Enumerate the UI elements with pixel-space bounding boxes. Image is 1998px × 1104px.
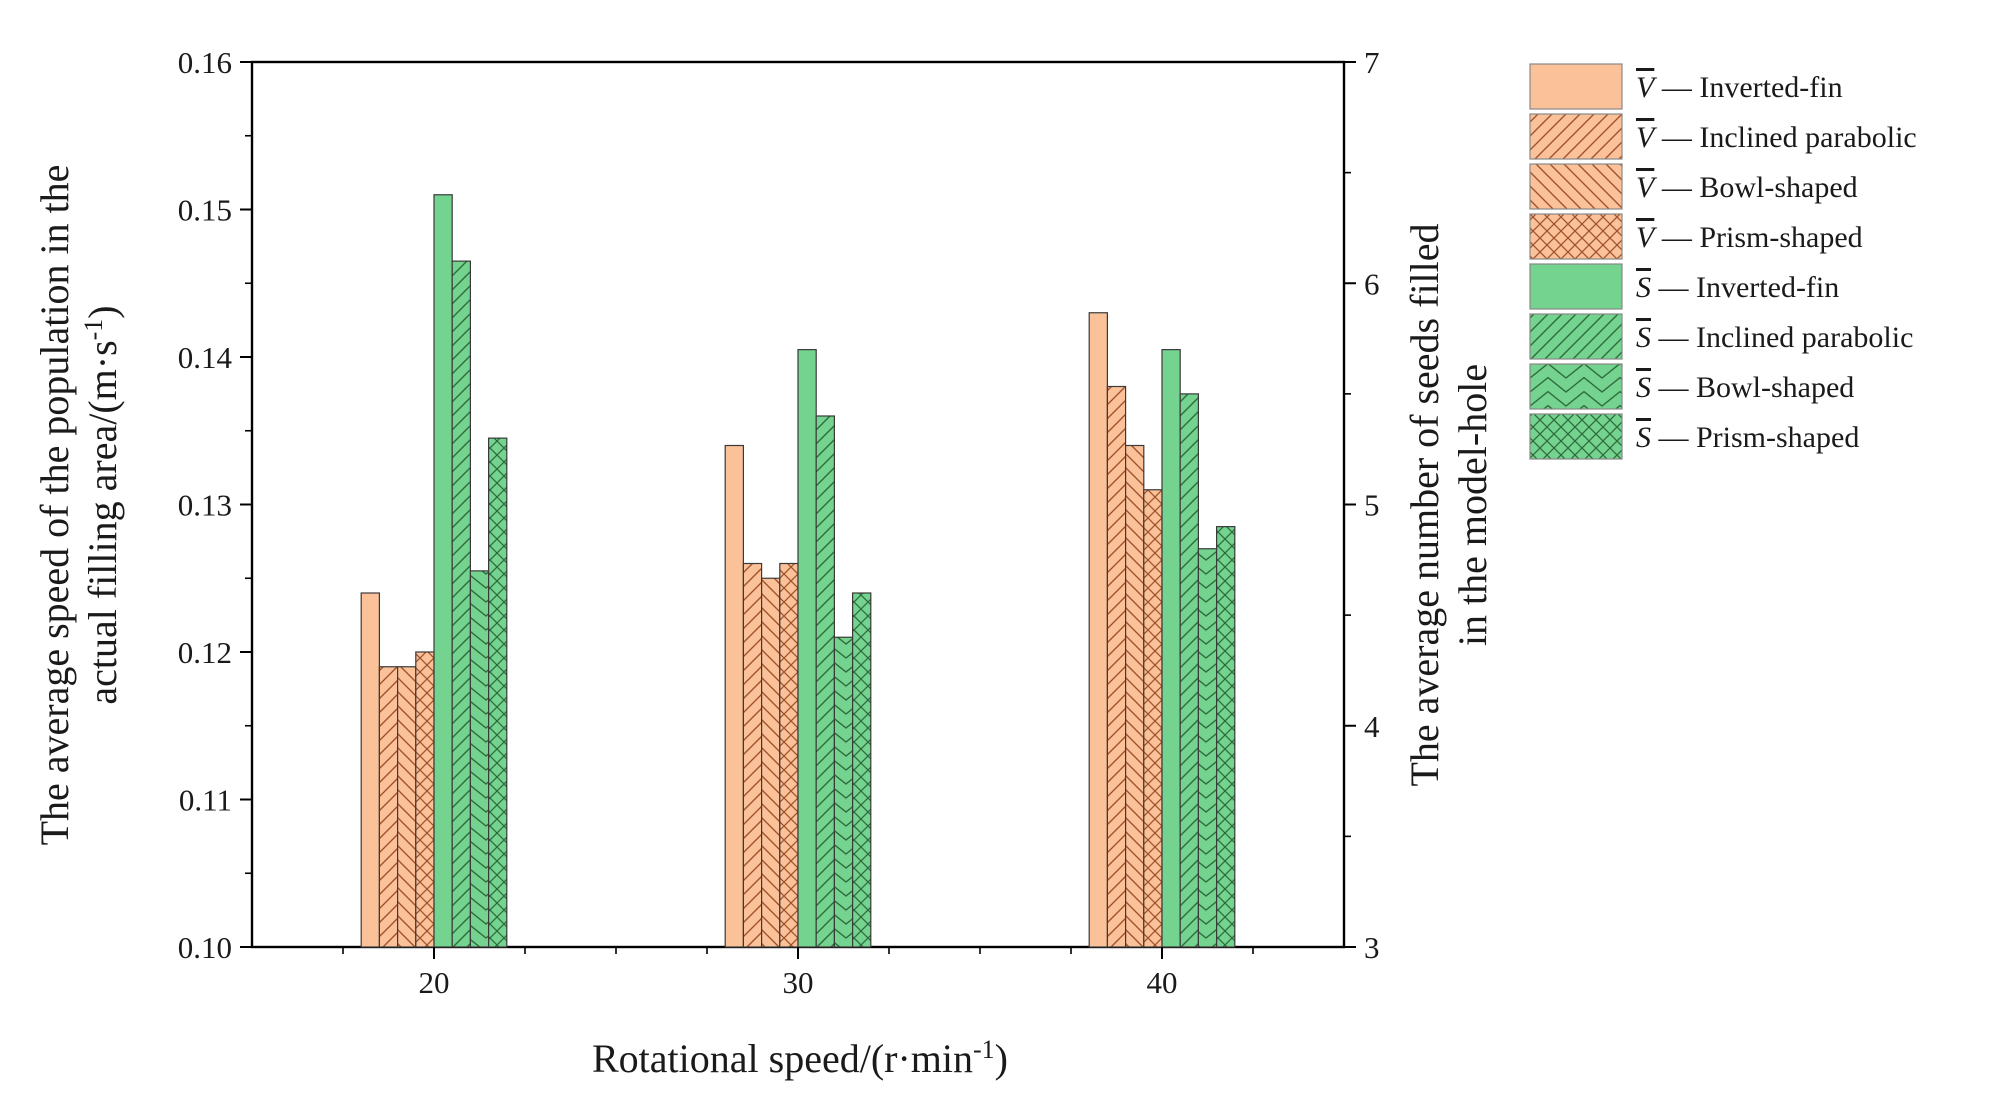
bars-layer — [360, 194, 1236, 948]
legend-entry: S — Inverted-fin — [1636, 271, 1839, 304]
left-axis-title-line2: actual filling area/(m·s-1) — [79, 305, 125, 704]
right-tick-label: 7 — [1364, 45, 1380, 80]
legend-swatch — [1529, 113, 1623, 160]
legend-label: — Prism-shaped — [1654, 221, 1862, 254]
legend-label: — Inverted-fin — [1651, 271, 1839, 304]
x-tick-label: 40 — [1147, 965, 1178, 1000]
left-tick-label: 0.14 — [178, 340, 233, 375]
legend-label: — Inverted-fin — [1654, 71, 1842, 104]
bar-V-prism-shaped-20 — [415, 651, 435, 948]
legend-symbol: S — [1636, 371, 1651, 404]
bar-V-prism-shaped-40 — [1143, 489, 1163, 948]
x-axis: 20 30 40 — [342, 947, 1254, 1000]
right-axis-title-line2: in the model-hole — [1450, 364, 1495, 646]
left-tick-label: 0.15 — [178, 193, 232, 228]
legend-swatch — [1529, 413, 1623, 460]
legend-symbol: V — [1636, 221, 1658, 254]
legend-symbol: V — [1636, 171, 1658, 204]
legend-swatch — [1529, 163, 1623, 210]
legend-entry: V — Inverted-fin — [1636, 71, 1843, 104]
bar-S-inclined-parabolic-20 — [451, 260, 472, 948]
left-tick-label: 0.13 — [178, 488, 232, 523]
right-axis-title-line1: The average number of seeds filled — [1402, 223, 1447, 786]
legend-symbol: V — [1636, 71, 1658, 104]
bar-V-bowl-shaped-30 — [760, 577, 781, 948]
left-tick-label: 0.10 — [178, 930, 232, 965]
legend-symbol: S — [1636, 271, 1651, 304]
legend-swatch — [1529, 63, 1623, 110]
bar-S-inverted-fin-40 — [1161, 349, 1181, 948]
x-axis-title: Rotational speed/(r·min-1) — [592, 1035, 1008, 1081]
legend-entry: S — Prism-shaped — [1636, 421, 1859, 454]
legend-symbol: S — [1636, 421, 1651, 454]
legend-symbol: V — [1636, 121, 1658, 154]
left-tick-label: 0.16 — [178, 45, 232, 80]
bar-S-prism-shaped-20 — [488, 437, 508, 948]
right-tick-label: 4 — [1364, 709, 1380, 744]
legend-entry: S — Inclined parabolic — [1636, 321, 1913, 354]
legend-symbol: S — [1636, 321, 1651, 354]
bar-S-inclined-parabolic-30 — [815, 415, 836, 948]
legend-entry: S — Bowl-shaped — [1636, 371, 1854, 404]
bar-V-inclined-parabolic-20 — [378, 666, 399, 948]
bar-S-inclined-parabolic-40 — [1179, 393, 1199, 948]
x-tick-label: 30 — [783, 965, 814, 1000]
bar-S-bowl-shaped-20 — [469, 570, 490, 948]
x-tick-label: 20 — [419, 965, 450, 1000]
bar-V-prism-shaped-30 — [779, 562, 799, 948]
bar-S-inverted-fin-30 — [797, 349, 817, 948]
legend-entry: V — Bowl-shaped — [1636, 171, 1858, 204]
bar-V-bowl-shaped-20 — [397, 666, 417, 948]
legend-swatch — [1529, 263, 1623, 310]
left-tick-label: 0.12 — [178, 635, 232, 670]
right-tick-label: 6 — [1364, 266, 1380, 301]
bar-V-inclined-parabolic-40 — [1106, 385, 1127, 948]
left-axis-title-line1: The average speed of the population in t… — [32, 165, 77, 846]
right-tick-label: 5 — [1364, 488, 1380, 523]
legend-swatch — [1529, 313, 1623, 360]
right-tick-label: 3 — [1364, 930, 1380, 965]
bar-S-bowl-shaped-30 — [833, 636, 854, 948]
bar-V-inverted-fin-20 — [360, 592, 381, 948]
legend-label: — Inclined parabolic — [1654, 121, 1916, 154]
legend-entry: V — Prism-shaped — [1636, 221, 1863, 254]
right-axis: 3 4 5 6 7 — [1344, 45, 1380, 965]
bar-V-inverted-fin-40 — [1088, 312, 1108, 948]
left-tick-label: 0.11 — [179, 783, 232, 818]
bar-S-inverted-fin-20 — [433, 194, 453, 948]
legend-label: — Bowl-shaped — [1651, 371, 1854, 404]
legend-label: — Bowl-shaped — [1654, 171, 1857, 204]
bar-S-bowl-shaped-40 — [1197, 548, 1218, 948]
bar-V-inclined-parabolic-30 — [742, 562, 763, 948]
legend-label: — Inclined parabolic — [1651, 321, 1913, 354]
bar-V-bowl-shaped-40 — [1124, 444, 1145, 948]
bar-S-prism-shaped-30 — [851, 592, 872, 948]
legend-label: — Prism-shaped — [1651, 421, 1859, 454]
legend-swatch — [1529, 213, 1623, 260]
legend-swatch — [1529, 363, 1623, 410]
bar-V-inverted-fin-30 — [724, 444, 745, 948]
bar-S-prism-shaped-40 — [1215, 526, 1236, 948]
legend-entry: V — Inclined parabolic — [1636, 121, 1917, 154]
left-axis: 0.10 0.11 0.12 0.13 0.14 0.15 0.16 — [178, 45, 252, 965]
